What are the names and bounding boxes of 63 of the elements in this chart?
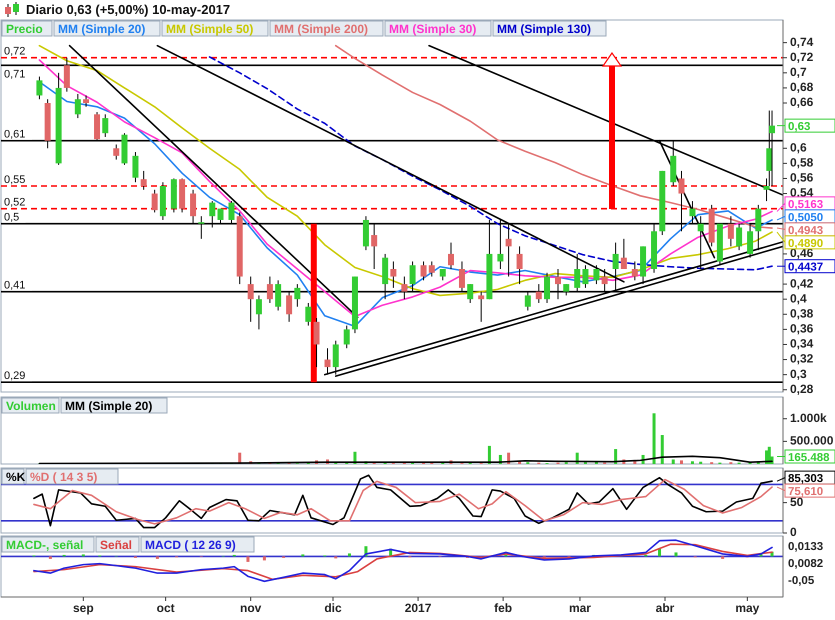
ref-line-label: 0,5 — [4, 212, 20, 224]
y-tick-label: 0,54 — [790, 186, 814, 200]
y-tick-label: 500.000 — [790, 434, 834, 448]
annotation: 165.488 — [788, 452, 830, 464]
y-tick-label: 0,42 — [790, 276, 814, 290]
y-tick-label: 0,32 — [790, 352, 814, 366]
y-tick-label: 0,38 — [790, 306, 814, 320]
series-label: MM (Simple 200) — [274, 22, 368, 36]
text: 0,0133 — [788, 541, 824, 553]
text: MM (Simple 50) — [166, 22, 254, 36]
ref-line-label: 0,52 — [4, 196, 26, 209]
y-tick-label: 0,66 — [790, 95, 814, 110]
annotation: 75,610 — [788, 486, 824, 498]
y-tick-label: 0,4 — [790, 291, 808, 306]
x-tick-label: may — [735, 601, 760, 615]
x-tick-label: feb — [494, 601, 512, 615]
series-label: %K — [6, 470, 26, 484]
y-tick-label: 0,74 — [790, 34, 814, 49]
text: 0,0082 — [788, 558, 824, 570]
x-tick-label: dic — [324, 601, 342, 615]
x-tick-label: oct — [156, 601, 175, 615]
chart-title: Diario 0,63 (+5,00%) 10-may-2017 — [26, 2, 230, 17]
x-tick-label: abr — [656, 601, 675, 615]
annotation: 0,5163 — [788, 198, 824, 211]
ref-line-label: 0,71 — [4, 68, 26, 80]
ref-line-label: 0,72 — [4, 46, 26, 58]
x-tick-label: nov — [240, 601, 262, 615]
y-tick-label: 0,58 — [790, 156, 814, 170]
text: MM (Simple 20) — [58, 22, 146, 36]
x-tick-label: sep — [72, 601, 94, 615]
series-label: MACD ( 12 26 9) — [145, 538, 236, 552]
text: Volumen — [6, 399, 56, 413]
annotation: 0,4890 — [788, 238, 824, 250]
y-tick-label: 0,28 — [790, 382, 814, 396]
annotation: 85,303 — [788, 473, 824, 486]
x-tick-label: mar — [568, 601, 592, 615]
y-tick-label: 0,68 — [790, 80, 814, 94]
y-tick-label: 1.000k — [790, 410, 828, 425]
text: -0,05 — [788, 575, 815, 587]
annotation: 0,5050 — [788, 212, 824, 224]
text: MM (Simple 30) — [389, 22, 476, 36]
ref-line-label: 0,61 — [4, 128, 26, 141]
y-tick-label: 0,72 — [790, 50, 814, 64]
annotation: 0,63 — [788, 121, 810, 134]
text: MM (Simple 130) — [497, 22, 592, 36]
annotation: 0,4437 — [788, 262, 824, 274]
annotation: 0,4943 — [788, 224, 824, 237]
ref-line-label: 0,29 — [4, 370, 26, 382]
y-tick-label: 0,6 — [790, 140, 808, 154]
series-label: MACD-, señal — [6, 538, 84, 552]
legend-label: Precio — [6, 22, 43, 36]
y-tick-label: 0,3 — [790, 366, 808, 381]
series-label: Señal — [100, 538, 132, 552]
x-tick-label: 2017 — [404, 601, 432, 615]
y-tick-label: 0,34 — [790, 336, 814, 351]
series-label: %D ( 14 3 5) — [30, 470, 98, 484]
y-tick-label: 0,36 — [790, 322, 814, 336]
y-tick-label: 0 — [790, 525, 797, 540]
text: MM (Simple 20) — [65, 399, 152, 413]
y-tick-label: 0,7 — [790, 64, 808, 79]
ref-line-label: 0,41 — [4, 280, 26, 292]
y-tick-label: 0,56 — [790, 170, 814, 185]
ref-line-label: 0,55 — [4, 174, 26, 186]
